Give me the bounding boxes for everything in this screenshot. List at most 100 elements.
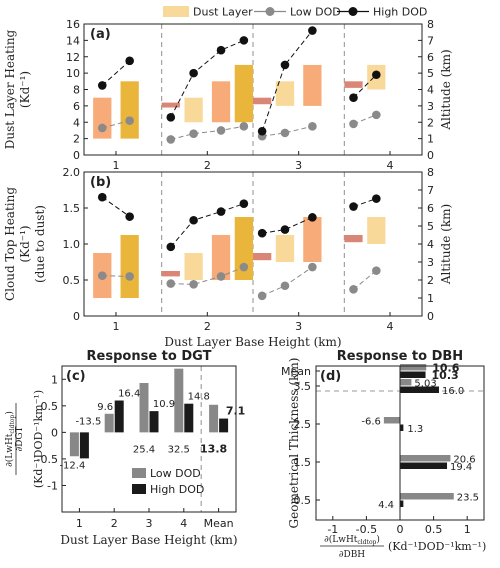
- y-axis-label-numerator: ∂(LwHtcldtop): [4, 411, 16, 467]
- y-tick-label-left: 6: [73, 100, 80, 113]
- y-tick-label-right: 0: [427, 149, 434, 162]
- high-dod-point: [216, 207, 226, 216]
- x-tick-label: 1: [112, 320, 119, 333]
- low-dod-bar: [209, 404, 219, 433]
- high-dod-line: [261, 30, 313, 132]
- y-tick-label-right: 1: [427, 133, 434, 146]
- x-tick-label: -0.5: [356, 523, 377, 536]
- high-dod-point: [257, 228, 267, 238]
- chart-title: Response to DGT: [87, 349, 212, 364]
- y-tick-label-left: 1.0: [63, 238, 81, 251]
- y-tick-label-right: 8: [427, 166, 434, 179]
- high-dod-line: [101, 60, 131, 86]
- dust-layer-box: [184, 253, 203, 280]
- high-dod-point: [189, 215, 198, 225]
- panel-label: (b): [90, 175, 111, 190]
- low-dod-point: [349, 285, 358, 294]
- y-tick-label: -0.5: [37, 453, 58, 466]
- high-dod-value-label: 19.4: [450, 462, 472, 473]
- low-dod-value-label: 20.6: [453, 454, 475, 465]
- x-tick-label: 4: [387, 320, 394, 333]
- panel-label: (a): [90, 27, 111, 42]
- x-axis-label-units: (Kd⁻¹DOD⁻¹km⁻¹): [388, 540, 486, 553]
- x-tick-label: -1: [327, 523, 338, 536]
- low-dod-point: [239, 122, 249, 131]
- panel-label: (c): [66, 369, 86, 384]
- low-dod-point: [166, 135, 176, 144]
- low-dod-point: [308, 262, 317, 272]
- x-tick-label: 1: [112, 159, 119, 172]
- y-tick-label-left: 16: [66, 18, 80, 31]
- y-tick-label-left: 1.5: [63, 202, 81, 215]
- y-tick-label: 0.5: [294, 494, 312, 507]
- low-dod-value-label: 13.8: [200, 442, 227, 455]
- y-tick-label-right: 6: [427, 202, 434, 215]
- high-dod-point: [189, 68, 198, 78]
- x-tick-label: 2: [204, 320, 211, 333]
- y-tick-label-left: 2: [73, 133, 80, 146]
- y-tick-label: -1: [47, 479, 58, 492]
- high-dod-point: [166, 242, 176, 252]
- low-dod-point: [97, 123, 107, 133]
- low-dod-bar: [400, 379, 412, 386]
- high-dod-line: [262, 216, 313, 234]
- dust-layer-box: [184, 97, 203, 123]
- high-dod-point: [239, 199, 249, 208]
- low-dod-point: [97, 271, 107, 280]
- y-tick-label-right: 7: [427, 184, 434, 197]
- panel-label: (d): [320, 369, 341, 384]
- high-dod-bar: [400, 462, 448, 469]
- legend-high-dod-marker: [348, 7, 358, 16]
- high-dod-point: [216, 45, 226, 55]
- y-tick-label: 3.5: [294, 380, 312, 393]
- legend: Dust Layer Low DOD High DOD: [163, 6, 427, 19]
- dust-layer-box: [344, 235, 363, 243]
- x-axis-label-paren: ): [376, 534, 380, 545]
- high-dod-point: [166, 113, 176, 122]
- dust-layer-box: [93, 97, 112, 139]
- high-dod-point: [372, 70, 381, 80]
- dust-layer-box: [367, 217, 386, 244]
- y-tick-label-right: 1: [427, 292, 434, 305]
- legend-low-dod-swatch: [132, 468, 146, 478]
- y-tick-label-left: 8: [73, 84, 80, 97]
- low-dod-value-label: 9.6: [97, 402, 113, 413]
- high-dod-line: [170, 203, 245, 248]
- high-dod-value-label: 4.4: [378, 500, 394, 511]
- low-dod-line: [261, 266, 313, 297]
- y-tick-label-left: 14: [66, 34, 80, 47]
- y-tick-label: Mean: [281, 365, 311, 378]
- y-tick-label: 1.5: [294, 456, 312, 469]
- y-tick-label-left: 4: [73, 116, 80, 129]
- y-axis-label-units: (Kd⁻¹DOD⁻¹km⁻¹): [32, 390, 45, 488]
- high-dod-point: [280, 60, 290, 70]
- high-dod-value-label: 14.8: [188, 392, 210, 403]
- low-dod-line: [353, 270, 377, 290]
- high-dod-bar: [400, 371, 426, 378]
- low-dod-bar: [400, 455, 451, 462]
- high-dod-point: [308, 213, 317, 222]
- y-tick-label-right: 3: [427, 100, 434, 113]
- high-dod-point: [280, 225, 290, 234]
- high-dod-point: [349, 93, 358, 102]
- dust-layer-box: [211, 235, 231, 280]
- high-dod-point: [97, 81, 107, 90]
- low-dod-bar: [174, 368, 184, 433]
- high-dod-line: [353, 74, 377, 99]
- low-dod-value-label: 10.6: [432, 361, 459, 374]
- y-tick-label: 2.5: [294, 418, 312, 431]
- low-dod-point: [216, 272, 226, 281]
- low-dod-value-label: 32.5: [168, 444, 190, 455]
- legend-dust-layer-label: Dust Layer: [193, 6, 253, 19]
- x-tick-label: Mean: [204, 517, 234, 530]
- y-axis-label: Geometrical Thickness (km): [287, 358, 301, 529]
- legend-high-dod-label: High DOD: [373, 6, 427, 19]
- low-dod-point: [280, 128, 290, 138]
- y-tick-label-right: 4: [427, 84, 434, 97]
- low-dod-line: [170, 266, 245, 285]
- low-dod-point: [189, 280, 198, 289]
- low-dod-value-label: -6.6: [361, 416, 381, 427]
- low-dod-point: [125, 272, 134, 281]
- high-dod-bar: [400, 424, 404, 431]
